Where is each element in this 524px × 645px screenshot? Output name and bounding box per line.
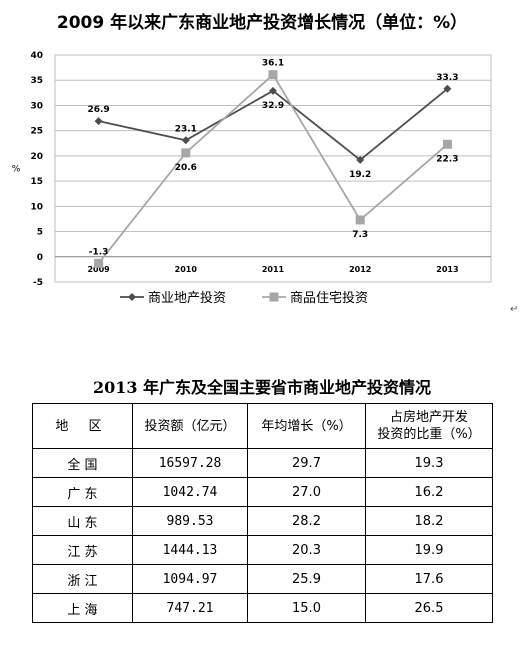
x-tick-label: 2013 (436, 265, 458, 274)
header-region: 地 区 (32, 403, 133, 449)
y-tick-label: 40 (30, 51, 43, 61)
cell-investment: 16597.28 (132, 448, 248, 478)
table-row: 广 东 1042.74 27.0 16.2 (32, 477, 493, 507)
y-tick-label: 10 (30, 202, 43, 212)
data-label: 22.3 (436, 154, 458, 164)
cell-share: 16.2 (365, 477, 493, 507)
legend-label: 商业地产投资 (148, 290, 226, 306)
data-point (181, 148, 191, 158)
x-tick-label: 2010 (175, 265, 198, 274)
paragraph-mark: ↵ (510, 304, 519, 315)
header-share-line2: 投资的比重（%） (377, 427, 481, 442)
data-label: 23.1 (175, 124, 197, 134)
data-point (181, 136, 190, 145)
cell-growth: 29.7 (247, 448, 366, 478)
cell-region: 全 国 (32, 448, 133, 478)
data-point (356, 155, 365, 164)
cell-investment: 747.21 (132, 593, 248, 623)
table-row: 上 海 747.21 15.0 26.5 (32, 593, 493, 623)
data-label: 32.9 (262, 101, 284, 111)
y-axis-label: % (12, 165, 21, 175)
cell-share: 19.9 (365, 535, 493, 565)
y-tick-label: 25 (30, 127, 43, 137)
data-point (443, 84, 452, 93)
cell-growth: 15.0 (247, 593, 366, 623)
legend: 商业地产投资 商品住宅投资 (120, 290, 368, 306)
x-tick-label: 2009 (87, 265, 110, 274)
cell-region: 江 苏 (32, 535, 133, 565)
data-label: 26.9 (87, 105, 109, 115)
y-tick-label: 0 (37, 253, 43, 263)
cell-investment: 989.53 (132, 506, 248, 536)
table-header-row: 地 区 投资额（亿元） 年均增长（%） 占房地产开发 投资的比重（%） (32, 403, 493, 449)
cell-growth: 20.3 (247, 535, 366, 565)
x-tick-label: 2012 (349, 265, 371, 274)
legend-marker (269, 292, 279, 302)
data-point (268, 70, 278, 80)
data-label: 33.3 (436, 73, 458, 83)
table-row: 山 东 989.53 28.2 18.2 (32, 506, 493, 536)
legend-label: 商品住宅投资 (290, 290, 368, 306)
cell-share: 18.2 (365, 506, 493, 536)
legend-item: 商品住宅投资 (262, 290, 368, 306)
series-line (98, 88, 448, 162)
axes: -5 0 5 10 15 20 25 30 35 40% 2009 2010 2011 2012 2013 (12, 51, 459, 288)
header-investment: 投资额（亿元） (132, 403, 248, 449)
data-point (442, 139, 452, 149)
table-row: 江 苏 1444.13 20.3 19.9 (32, 535, 493, 565)
cell-investment: 1444.13 (132, 535, 248, 565)
cell-share: 26.5 (365, 593, 493, 623)
data-point (94, 258, 104, 268)
cell-investment: 1094.97 (132, 564, 248, 594)
cell-growth: 27.0 (247, 477, 366, 507)
cell-region: 浙 江 (32, 564, 133, 594)
cell-growth: 25.9 (247, 564, 366, 594)
data-point (355, 215, 365, 225)
data-point (94, 117, 103, 126)
legend-item: 商业地产投资 (120, 290, 226, 306)
header-growth: 年均增长（%） (247, 403, 366, 449)
table-row: 全 国 16597.28 29.7 19.3 (32, 448, 493, 478)
data-label: 36.1 (262, 59, 284, 69)
legend-marker (128, 293, 136, 301)
chart-title: 2009 年以来广东商业地产投资增长情况（单位：%） (56, 13, 468, 33)
y-tick-label: 30 (30, 101, 43, 111)
table-title: 2013 年广东及全国主要省市商业地产投资情况 (92, 378, 432, 397)
gridlines (54, 54, 492, 283)
y-tick-label: 35 (30, 76, 43, 86)
cell-share: 19.3 (365, 448, 493, 478)
y-tick-label: 20 (30, 152, 43, 162)
y-tick-label: -5 (33, 278, 43, 288)
x-tick-label: 2011 (262, 265, 285, 274)
data-label: -1.3 (89, 247, 109, 257)
y-tick-label: 5 (37, 228, 43, 238)
y-tick-label: 15 (30, 177, 43, 187)
cell-region: 广 东 (32, 477, 133, 507)
cell-share: 17.6 (365, 564, 493, 594)
header-share-line1: 占房地产开发 (389, 410, 468, 425)
cell-growth: 28.2 (247, 506, 366, 536)
header-share: 占房地产开发 投资的比重（%） (365, 403, 493, 449)
data-label: 7.3 (352, 230, 368, 240)
cell-investment: 1042.74 (132, 477, 248, 507)
data-label: 20.6 (175, 163, 197, 173)
table-row: 浙 江 1094.97 25.9 17.6 (32, 564, 493, 594)
data-labels: 26.9 23.1 32.9 19.2 33.3 -1.3 20.6 36.1 7.3 22.3 (87, 59, 458, 258)
cell-region: 山 东 (32, 506, 133, 536)
data-label: 19.2 (349, 170, 371, 180)
series (94, 70, 452, 268)
cell-region: 上 海 (32, 593, 133, 623)
data-point (269, 86, 277, 95)
